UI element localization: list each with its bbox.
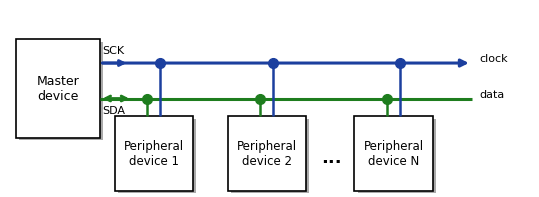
Text: Peripheral
device 1: Peripheral device 1 [123,140,184,168]
Bar [358,119,436,193]
Text: data: data [480,90,505,99]
Text: SCK: SCK [102,46,125,56]
Text: ...: ... [321,149,342,167]
Bar [16,39,100,138]
Bar [231,119,309,193]
Text: Master
device: Master device [37,75,79,103]
Bar [114,116,192,191]
Bar [227,116,306,191]
Bar [19,42,103,140]
Bar [355,116,432,191]
Bar [118,119,196,193]
Text: Peripheral
device N: Peripheral device N [363,140,424,168]
Text: clock: clock [480,54,508,64]
Text: Peripheral
device 2: Peripheral device 2 [237,140,297,168]
Text: SDA: SDA [102,106,126,116]
